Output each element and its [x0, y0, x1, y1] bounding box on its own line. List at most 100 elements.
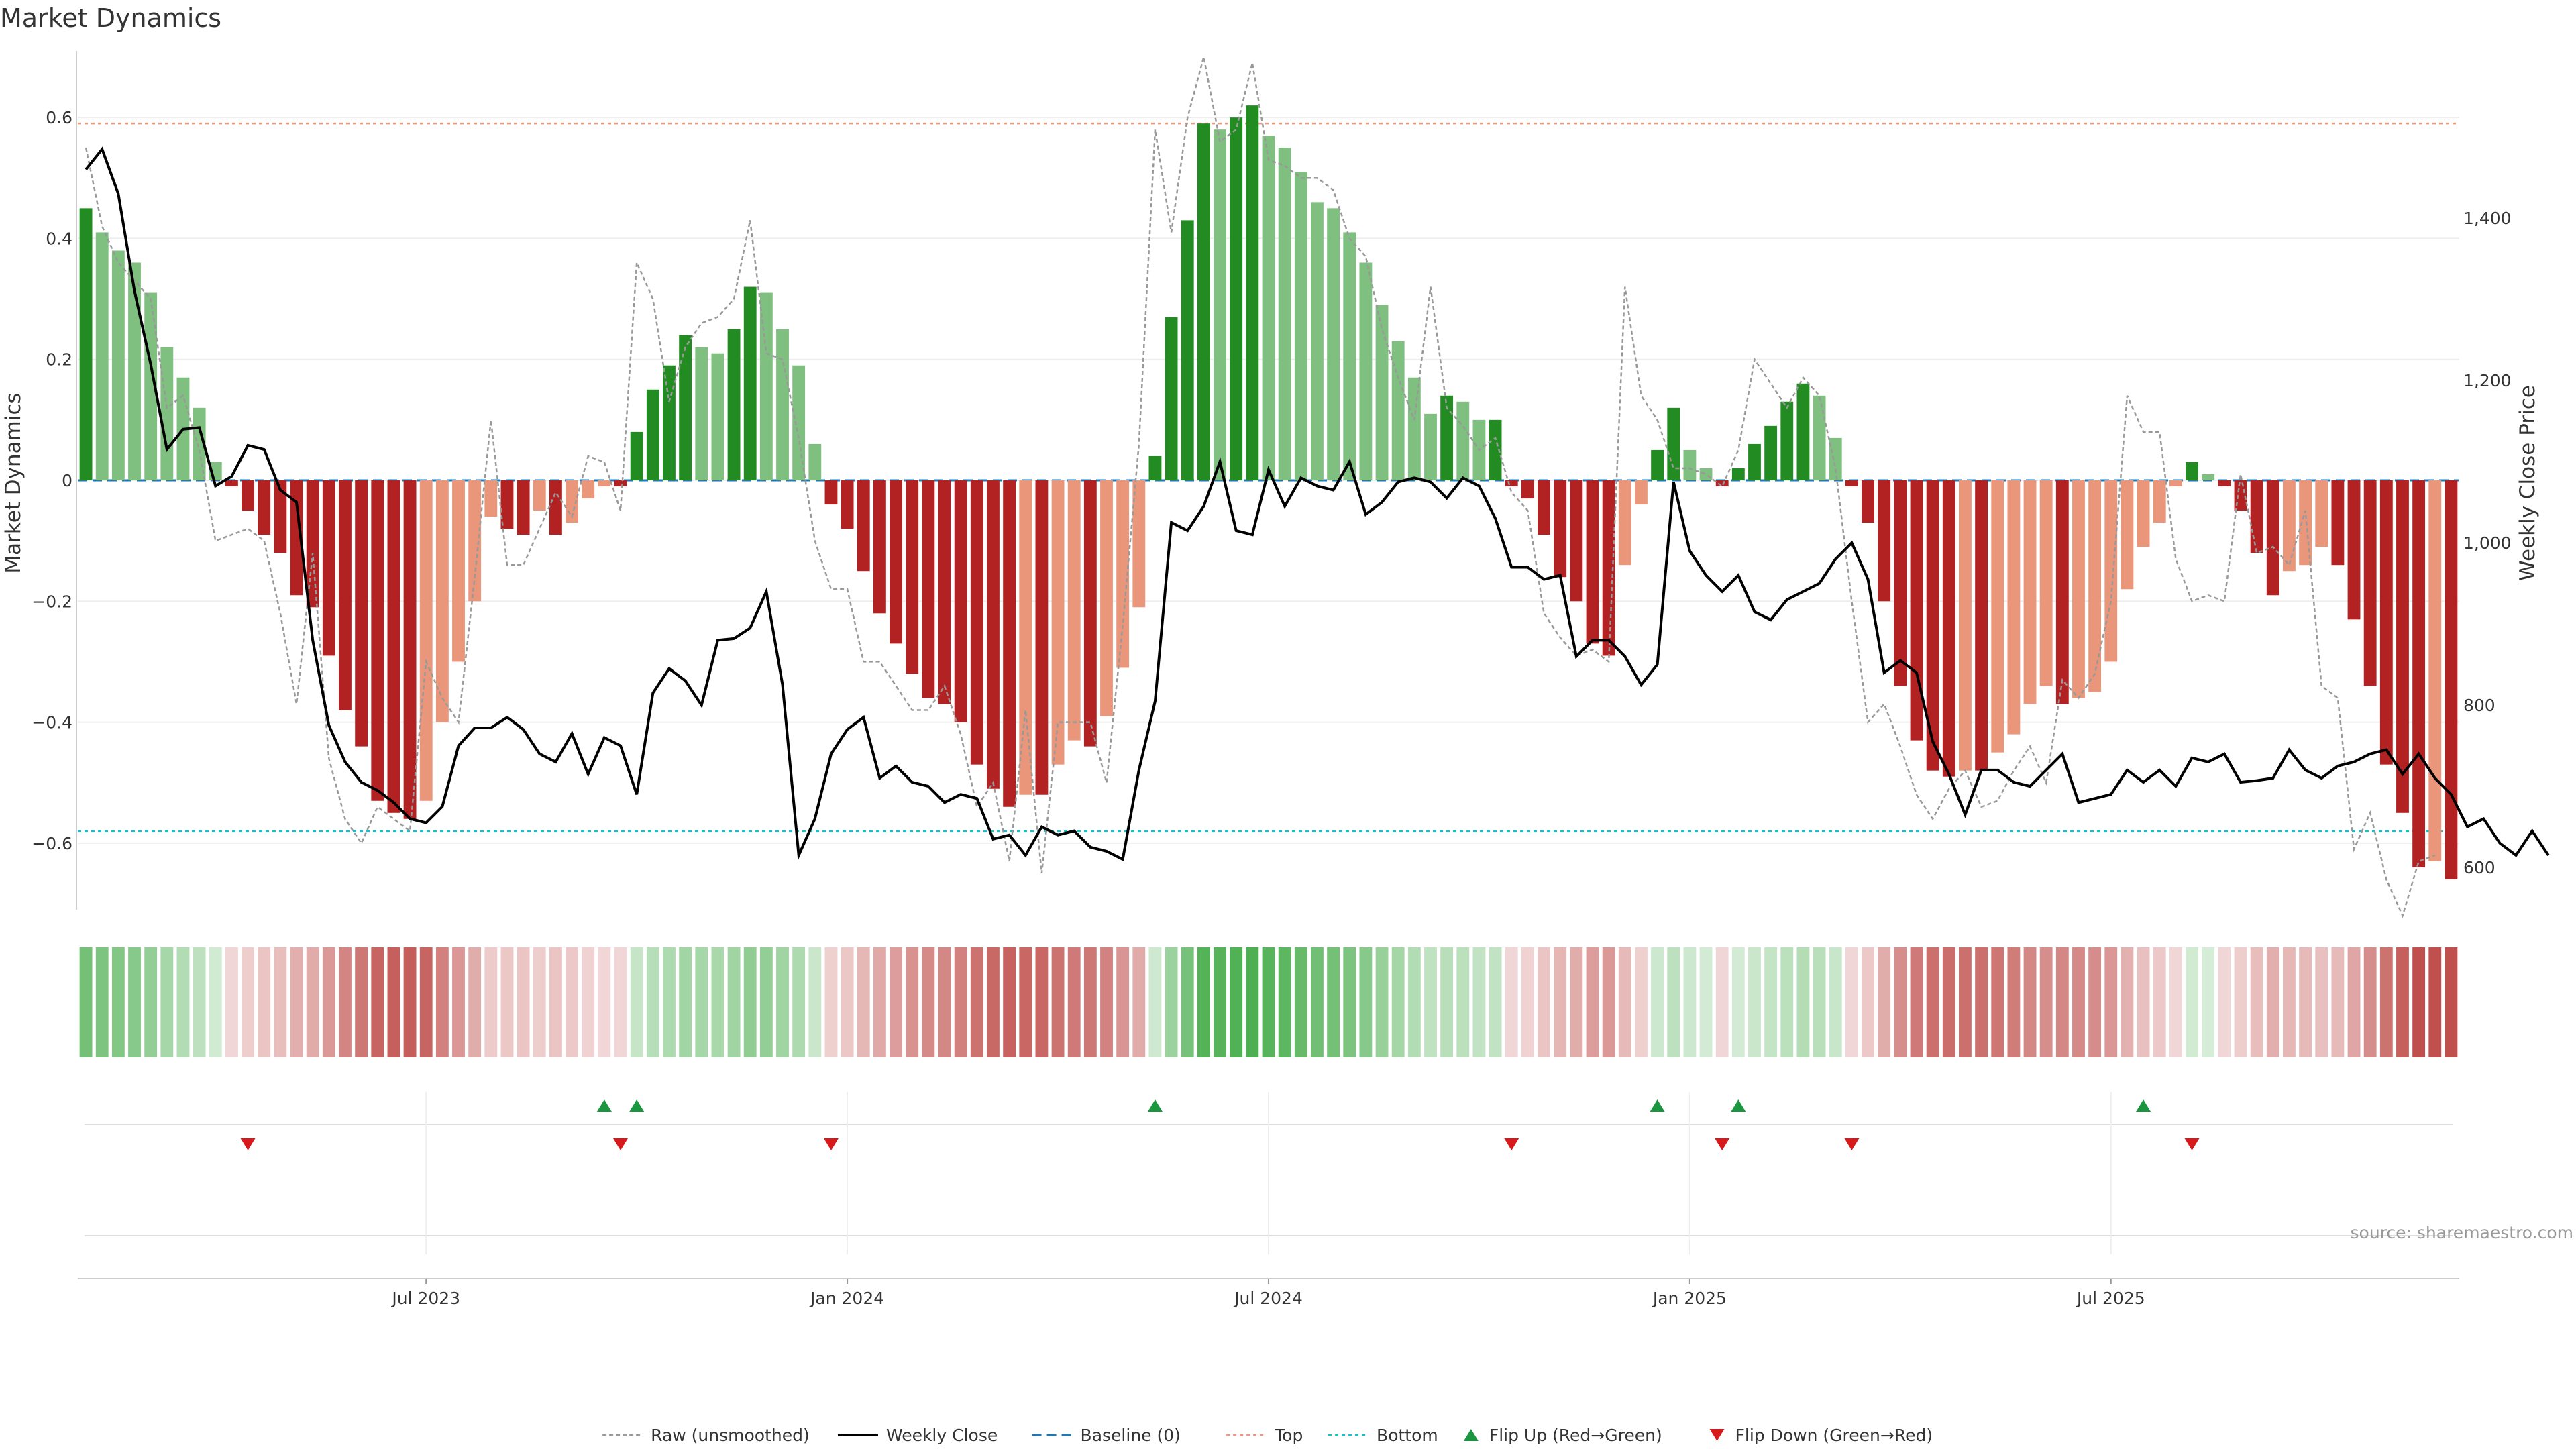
bar-7: [193, 407, 206, 480]
flip-up-marker-2: [1147, 1099, 1163, 1112]
heat-cell-138: [2315, 947, 2328, 1057]
bar-130: [2186, 462, 2198, 480]
flip-up-marker-4: [1731, 1099, 1746, 1112]
bar-66: [1148, 455, 1162, 480]
flip-up-marker-0: [596, 1099, 612, 1112]
bar-9: [225, 480, 238, 487]
heat-cell-117: [1975, 947, 1988, 1057]
bar-81: [1391, 341, 1405, 480]
bar-78: [1343, 232, 1356, 480]
bar-21: [419, 480, 433, 801]
y-tick-left-1: 0.4: [46, 229, 72, 248]
y-tick-right-3: 800: [2463, 696, 2496, 715]
heat-cell-92: [1570, 947, 1583, 1057]
x-tick-label-2: Jul 2024: [1233, 1289, 1303, 1308]
y-tick-left-5: −0.4: [32, 713, 72, 733]
heat-cell-22: [435, 947, 449, 1057]
bar-52: [922, 480, 935, 698]
legend-label-close: Weekly Close: [886, 1426, 998, 1445]
heat-cell-4: [144, 947, 158, 1057]
bar-145: [2428, 480, 2442, 861]
bar-127: [2137, 480, 2150, 547]
bar-112: [1894, 480, 1907, 686]
bar-117: [1975, 480, 1988, 771]
heat-cell-124: [2088, 947, 2102, 1057]
heat-cell-25: [484, 947, 498, 1057]
heat-cell-43: [776, 947, 789, 1057]
bar-58: [1019, 480, 1032, 795]
y-tick-right-0: 1,400: [2463, 209, 2512, 228]
bar-40: [727, 329, 741, 480]
bar-126: [2121, 480, 2134, 590]
bar-108: [1829, 437, 1842, 480]
bar-51: [906, 480, 919, 674]
bar-12: [274, 480, 287, 553]
heat-cell-65: [1132, 947, 1146, 1057]
bar-11: [258, 480, 271, 535]
heat-cell-120: [2023, 947, 2037, 1057]
bar-115: [1942, 480, 1955, 777]
flip-down-marker-2: [823, 1138, 839, 1150]
bar-20: [403, 480, 417, 819]
bar-49: [873, 480, 886, 614]
heat-cell-49: [873, 947, 886, 1057]
flip-markers: [85, 1092, 2453, 1254]
bar-76: [1311, 202, 1324, 480]
heat-cell-26: [500, 947, 514, 1057]
bar-122: [2055, 480, 2069, 704]
heat-cell-15: [322, 947, 335, 1057]
bar-106: [1796, 383, 1810, 480]
bar-91: [1554, 480, 1567, 578]
bar-85: [1456, 401, 1470, 480]
heat-cell-24: [468, 947, 482, 1057]
bar-90: [1538, 480, 1550, 535]
bar-120: [2023, 480, 2037, 704]
bar-53: [938, 480, 951, 704]
heat-cell-48: [857, 947, 870, 1057]
heat-cell-119: [2007, 947, 2021, 1057]
bar-133: [2234, 480, 2247, 511]
heat-cell-14: [306, 947, 319, 1057]
heat-cell-140: [2347, 947, 2361, 1057]
bar-10: [241, 480, 254, 511]
heat-cell-94: [1602, 947, 1615, 1057]
x-tick-label-4: Jul 2025: [2076, 1289, 2145, 1308]
heat-cell-23: [452, 947, 465, 1057]
bar-98: [1667, 407, 1680, 480]
flip-down-marker-1: [613, 1138, 629, 1150]
heat-cell-28: [533, 947, 546, 1057]
bar-74: [1278, 148, 1291, 481]
bar-19: [387, 480, 400, 813]
bar-99: [1683, 449, 1697, 480]
bar-125: [2104, 480, 2118, 662]
heat-cell-36: [663, 947, 676, 1057]
heat-cell-129: [2169, 947, 2182, 1057]
bar-144: [2412, 480, 2426, 867]
bar-146: [2445, 480, 2458, 879]
heat-cell-19: [387, 947, 400, 1057]
flip-up-marker-1: [629, 1099, 645, 1112]
bar-119: [2007, 480, 2021, 735]
y-tick-left-4: −0.2: [32, 592, 72, 611]
bar-34: [630, 431, 643, 480]
bar-60: [1051, 480, 1065, 765]
flip-down-marker-5: [1844, 1138, 1860, 1150]
heat-cell-30: [566, 947, 578, 1057]
bar-16: [339, 480, 352, 710]
bar-82: [1407, 377, 1421, 480]
heat-cell-13: [290, 947, 303, 1057]
regime-heat-strip: [79, 947, 2458, 1057]
heat-cell-118: [1991, 947, 2004, 1057]
heat-cell-41: [743, 947, 757, 1057]
y-tick-right-4: 600: [2463, 858, 2496, 877]
heat-cell-45: [808, 947, 822, 1057]
heat-cell-73: [1262, 947, 1275, 1057]
bar-102: [1731, 468, 1745, 480]
heat-cell-102: [1731, 947, 1745, 1057]
bar-113: [1910, 480, 1923, 741]
heat-cell-37: [679, 947, 692, 1057]
heat-cell-99: [1683, 947, 1697, 1057]
heat-cell-103: [1748, 947, 1761, 1057]
legend-label-raw: Raw (unsmoothed): [651, 1426, 810, 1445]
bar-92: [1570, 480, 1583, 602]
